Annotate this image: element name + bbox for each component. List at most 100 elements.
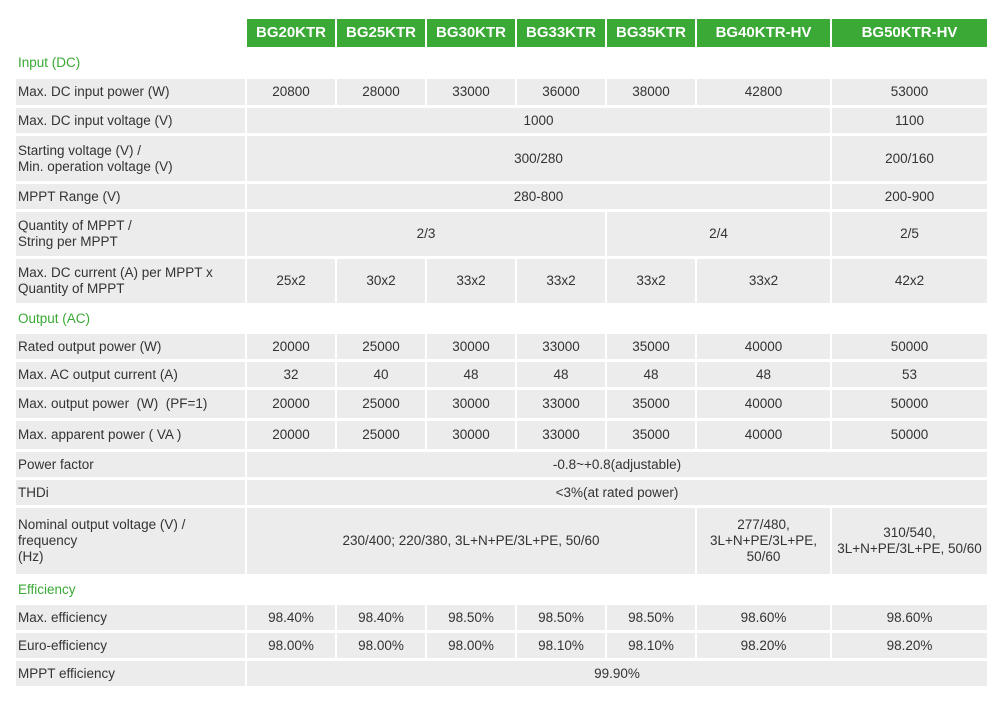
row-label: Euro-efficiency <box>16 633 245 658</box>
table-row: Max. AC output current (A) 32 40 48 48 4… <box>16 362 987 387</box>
table-cell: 42x2 <box>832 259 987 303</box>
table-cell: 42800 <box>697 79 830 105</box>
header-blank-cell <box>16 19 245 47</box>
cell-line: 3L+N+PE/3L+PE, <box>710 533 817 548</box>
table-cell: 33x2 <box>517 259 605 303</box>
table-row: Max. output power (W) (PF=1) 20000 25000… <box>16 390 987 418</box>
table-cell: 98.40% <box>337 605 425 630</box>
row-label-line: Nominal output voltage (V) / frequency <box>18 517 186 548</box>
table-row: Max. DC input voltage (V) 1000 1100 <box>16 108 987 133</box>
row-label: Quantity of MPPT / String per MPPT <box>16 212 245 256</box>
table-cell: 33x2 <box>697 259 830 303</box>
table-cell: 230/400; 220/380, 3L+N+PE/3L+PE, 50/60 <box>247 508 695 574</box>
row-label: Max. output power (W) (PF=1) <box>16 390 245 418</box>
row-label-line: Min. operation voltage (V) <box>18 158 173 174</box>
row-label-line: Quantity of MPPT <box>18 281 125 296</box>
table-row: Quantity of MPPT / String per MPPT 2/3 2… <box>16 212 987 256</box>
table-cell: 30000 <box>427 390 515 418</box>
table-cell: 33000 <box>517 334 605 359</box>
table-cell: -0.8~+0.8(adjustable) <box>247 452 987 477</box>
table-cell: 30x2 <box>337 259 425 303</box>
model-header: BG40KTR-HV <box>697 19 830 47</box>
model-header: BG25KTR <box>337 19 425 47</box>
table-cell: 99.90% <box>247 661 987 686</box>
table-row: Euro-efficiency 98.00% 98.00% 98.00% 98.… <box>16 633 987 658</box>
table-row: MPPT Range (V) 280-800 200-900 <box>16 184 987 209</box>
table-cell: 40 <box>337 362 425 387</box>
table-cell: 38000 <box>607 79 695 105</box>
cell-line: 277/480, <box>737 517 790 532</box>
table-cell: 48 <box>427 362 515 387</box>
table-cell: 50000 <box>832 421 987 449</box>
row-label: Max. DC current (A) per MPPT x Quantity … <box>16 259 245 303</box>
table-cell: 20000 <box>247 390 335 418</box>
row-label: Max. AC output current (A) <box>16 362 245 387</box>
table-cell: 98.10% <box>517 633 605 658</box>
row-label-line: Max. DC current (A) per MPPT x <box>18 265 213 280</box>
table-cell: 48 <box>607 362 695 387</box>
table-cell: 33x2 <box>607 259 695 303</box>
table-cell: 98.50% <box>607 605 695 630</box>
table-cell: 40000 <box>697 421 830 449</box>
spec-table-container: BG20KTR BG25KTR BG30KTR BG33KTR BG35KTR … <box>14 16 989 689</box>
table-cell: 35000 <box>607 334 695 359</box>
table-cell: 35000 <box>607 390 695 418</box>
row-label: Max. apparent power ( VA ) <box>16 421 245 449</box>
row-label-line: Starting voltage (V) / <box>18 142 142 158</box>
cell-line: 310/540, <box>883 525 936 540</box>
cell-line: 50/60 <box>746 549 781 564</box>
table-cell: 98.20% <box>697 633 830 658</box>
table-row: Nominal output voltage (V) / frequency (… <box>16 508 987 574</box>
table-cell: 30000 <box>427 421 515 449</box>
section-row: Output (AC) <box>16 306 987 331</box>
table-row: THDi <3%(at rated power) <box>16 480 987 505</box>
spec-table: BG20KTR BG25KTR BG30KTR BG33KTR BG35KTR … <box>14 16 989 689</box>
table-cell: 2/4 <box>607 212 830 256</box>
table-cell: 33000 <box>517 421 605 449</box>
table-cell: 98.20% <box>832 633 987 658</box>
table-cell: 200/160 <box>832 136 987 181</box>
table-row: Rated output power (W) 20000 25000 30000… <box>16 334 987 359</box>
section-output-title: Output (AC) <box>16 306 987 331</box>
table-cell: 98.60% <box>697 605 830 630</box>
table-cell: 277/480, 3L+N+PE/3L+PE, 50/60 <box>697 508 830 574</box>
table-cell: 25x2 <box>247 259 335 303</box>
table-row: Max. efficiency 98.40% 98.40% 98.50% 98.… <box>16 605 987 630</box>
model-header: BG50KTR-HV <box>832 19 987 47</box>
table-cell: 98.00% <box>427 633 515 658</box>
row-label: THDi <box>16 480 245 505</box>
table-cell: 280-800 <box>247 184 830 209</box>
table-cell: 200-900 <box>832 184 987 209</box>
table-cell: 50000 <box>832 334 987 359</box>
table-cell: 33000 <box>517 390 605 418</box>
row-label: Rated output power (W) <box>16 334 245 359</box>
table-cell: 2/5 <box>832 212 987 256</box>
row-label: MPPT Range (V) <box>16 184 245 209</box>
row-label: Starting voltage (V) / Min. operation vo… <box>16 136 245 181</box>
model-header: BG20KTR <box>247 19 335 47</box>
model-header: BG30KTR <box>427 19 515 47</box>
table-cell: 310/540, 3L+N+PE/3L+PE, 50/60 <box>832 508 987 574</box>
table-cell: 25000 <box>337 421 425 449</box>
table-cell: 30000 <box>427 334 515 359</box>
table-cell: 32 <box>247 362 335 387</box>
table-row: Max. apparent power ( VA ) 20000 25000 3… <box>16 421 987 449</box>
section-row: Efficiency <box>16 577 987 602</box>
table-cell: 50000 <box>832 390 987 418</box>
table-cell: 20000 <box>247 421 335 449</box>
table-cell: 20000 <box>247 334 335 359</box>
table-cell: 1100 <box>832 108 987 133</box>
table-cell: 48 <box>697 362 830 387</box>
table-cell: 48 <box>517 362 605 387</box>
header-row: BG20KTR BG25KTR BG30KTR BG33KTR BG35KTR … <box>16 19 987 47</box>
table-row: Max. DC input power (W) 20800 28000 3300… <box>16 79 987 105</box>
table-cell: 98.00% <box>337 633 425 658</box>
table-cell: 1000 <box>247 108 830 133</box>
table-cell: 25000 <box>337 390 425 418</box>
table-cell: 98.00% <box>247 633 335 658</box>
section-efficiency-title: Efficiency <box>16 577 987 602</box>
row-label-line: Quantity of MPPT / <box>18 218 132 233</box>
table-cell: 33x2 <box>427 259 515 303</box>
table-row: Max. DC current (A) per MPPT x Quantity … <box>16 259 987 303</box>
table-cell: 35000 <box>607 421 695 449</box>
